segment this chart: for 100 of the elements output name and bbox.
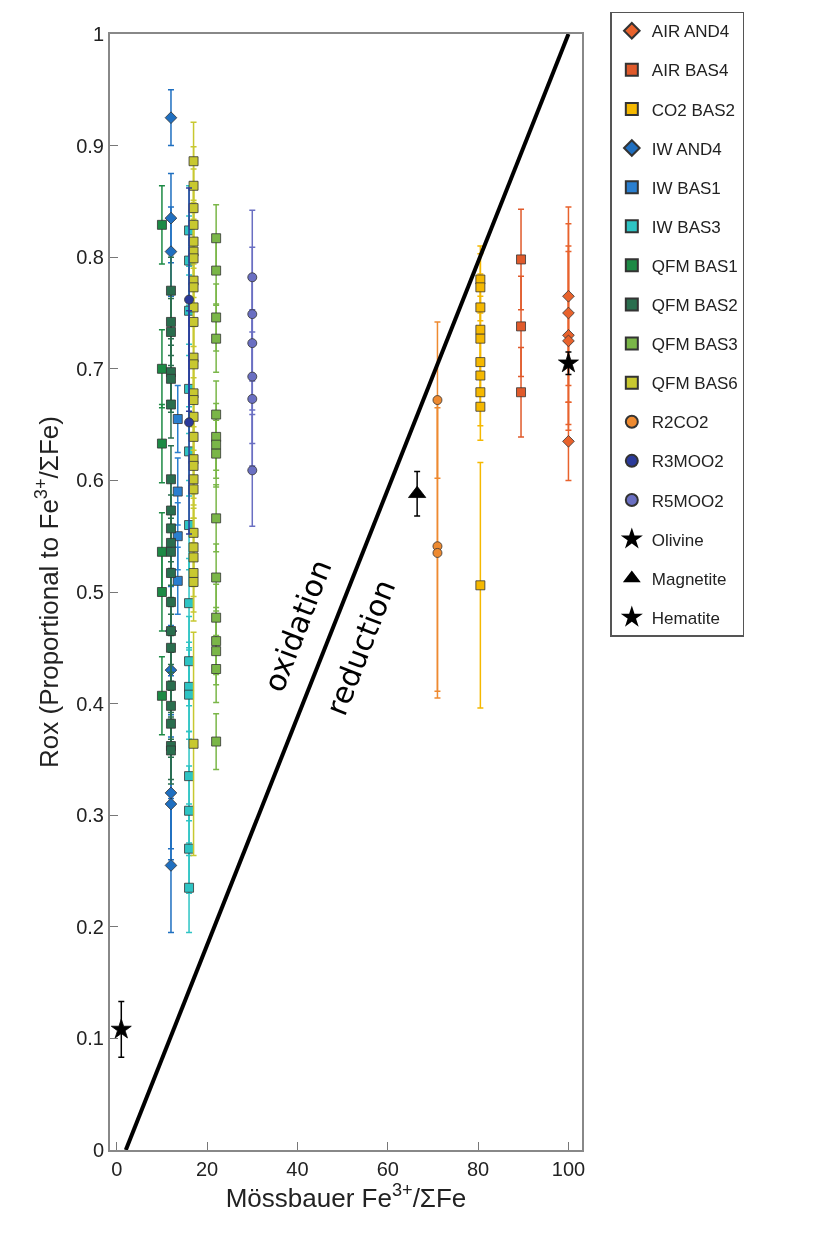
point (247, 465, 258, 476)
point (211, 265, 222, 276)
point (184, 417, 194, 428)
point (157, 546, 167, 557)
point (172, 575, 183, 586)
point (211, 572, 222, 583)
point (166, 718, 176, 729)
point (211, 612, 222, 623)
legend-label: CO2 BAS2 (651, 100, 735, 120)
point (157, 690, 167, 701)
point (211, 664, 222, 674)
point (164, 111, 178, 124)
point (164, 245, 178, 258)
point (188, 542, 199, 553)
point (166, 700, 176, 711)
point (110, 1018, 132, 1039)
point (475, 370, 486, 381)
point (211, 233, 222, 244)
point (475, 401, 486, 412)
point (166, 745, 176, 756)
point (432, 548, 443, 558)
y-tick-label: 0.2 (76, 915, 104, 938)
point (188, 156, 199, 167)
point (166, 317, 176, 327)
point (166, 474, 176, 485)
y-tick-label: 0.6 (76, 469, 104, 492)
point (164, 797, 178, 811)
x-tick-label: 40 (286, 1158, 309, 1180)
legend-label: R5MOO2 (651, 491, 724, 511)
point (211, 636, 222, 646)
point (166, 523, 176, 534)
legend-label: IW BAS3 (651, 217, 721, 237)
point (188, 568, 199, 578)
y-tick-label: 0 (92, 1139, 104, 1161)
y-tick-label: 0.8 (76, 246, 104, 269)
legend-label: AIR AND4 (651, 22, 730, 42)
point (166, 568, 176, 578)
point (475, 324, 486, 335)
point (475, 302, 486, 313)
y-tick-label: 0.7 (76, 357, 104, 380)
point (558, 352, 579, 373)
y-tick-label: 0.9 (76, 134, 104, 157)
point (166, 399, 176, 410)
point (157, 587, 167, 597)
point (247, 394, 258, 404)
point (164, 786, 178, 800)
legend-label: IW AND4 (651, 139, 722, 159)
point (166, 373, 176, 384)
x-axis-title: Mössbauer Fe$^{3+}$/ΣFe (225, 1180, 467, 1213)
legend-label: QFM BAS1 (651, 256, 738, 276)
point (432, 395, 443, 405)
legend-label: QFM BAS3 (651, 335, 738, 355)
x-tick-label: 60 (376, 1158, 399, 1180)
point (562, 435, 575, 448)
legend-label: QFM BAS6 (651, 374, 738, 394)
point (211, 646, 222, 657)
point (166, 597, 176, 607)
x-tick-label: 0 (111, 1158, 123, 1180)
legend-label: IW BAS1 (651, 178, 721, 198)
point (164, 859, 178, 872)
legend-label: R2CO2 (651, 413, 709, 433)
point (562, 306, 575, 320)
point (475, 282, 486, 293)
point (475, 357, 486, 367)
point (475, 333, 486, 344)
legend-label: Hematite (651, 608, 720, 628)
point (211, 448, 222, 459)
point (157, 363, 167, 374)
point (516, 254, 526, 265)
point (166, 546, 176, 557)
legend-label: QFM BAS2 (651, 296, 738, 316)
point (188, 738, 199, 749)
point (166, 505, 176, 516)
point (516, 387, 526, 398)
point (562, 290, 575, 303)
legend-label: AIR BAS4 (651, 61, 729, 81)
y-tick-label: 0.3 (76, 804, 104, 827)
point (166, 538, 176, 548)
point (166, 285, 176, 296)
point (166, 642, 176, 653)
y-tick-label: 1 (92, 23, 104, 45)
y-tick-label: 0.5 (76, 581, 104, 603)
point (211, 513, 222, 524)
y-tick-label: 0.1 (76, 1027, 104, 1050)
legend-label: Magnetite (651, 569, 727, 589)
y-tick-label: 0.4 (76, 692, 104, 715)
point (188, 552, 199, 563)
point (172, 414, 183, 424)
point (562, 334, 575, 348)
point (184, 294, 194, 305)
point (247, 272, 258, 283)
legend-label: R3MOO2 (651, 452, 724, 472)
legend-label: Olivine (651, 530, 704, 550)
point (475, 387, 486, 398)
x-tick-label: 100 (551, 1158, 586, 1180)
point (184, 882, 194, 893)
point (164, 211, 178, 225)
point (247, 309, 258, 320)
point (157, 438, 167, 449)
point (211, 333, 222, 344)
